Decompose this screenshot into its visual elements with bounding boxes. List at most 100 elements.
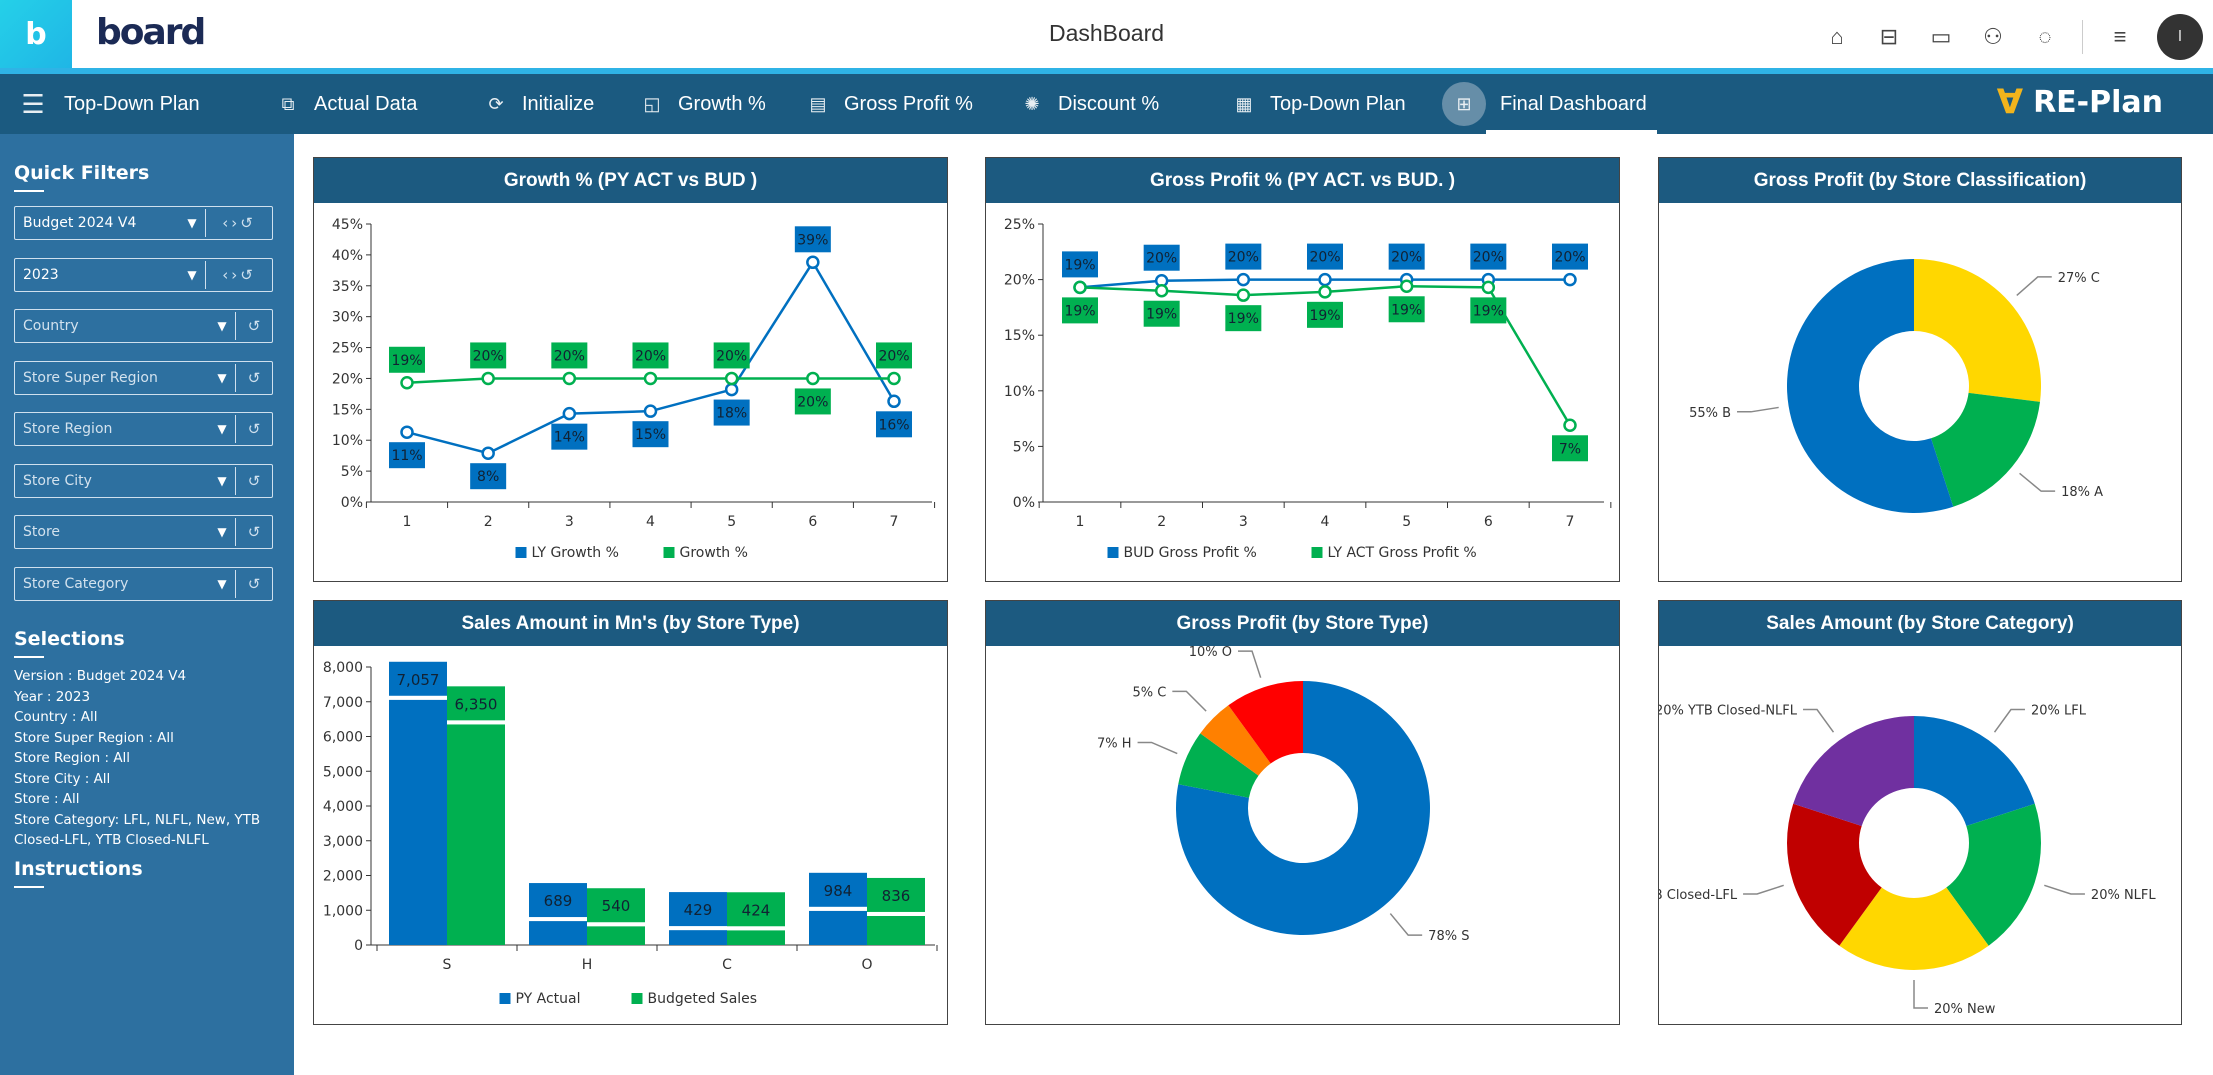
data-point[interactable]: [1236, 288, 1251, 302]
data-point[interactable]: [1154, 283, 1169, 298]
card-icon[interactable]: ▭: [1930, 24, 1952, 49]
nav-item-discount-[interactable]: ✺ Discount %: [1020, 74, 1159, 134]
bar[interactable]: [587, 926, 645, 945]
prev-next-reset-icons[interactable]: ‹›↺: [222, 265, 256, 284]
people-icon[interactable]: ⚇: [1983, 24, 2003, 49]
bar[interactable]: [389, 699, 447, 945]
legend-label[interactable]: BUD Gross Profit %: [1124, 545, 1257, 561]
filter-budget-2024-v4[interactable]: Budget 2024 V4 ▼ ‹›↺: [14, 206, 273, 240]
dropdown-caret-icon[interactable]: ▼: [187, 267, 197, 282]
reset-icon[interactable]: ↺: [247, 420, 261, 438]
home-icon[interactable]: ⌂: [1830, 24, 1844, 49]
filter-2023[interactable]: 2023 ▼ ‹›↺: [14, 257, 273, 292]
reset-icon[interactable]: ↺: [247, 523, 261, 541]
bar[interactable]: [809, 910, 867, 945]
data-point[interactable]: [1481, 280, 1496, 295]
instructions-title[interactable]: Instructions: [14, 858, 143, 888]
dropdown-caret-icon[interactable]: ▼: [187, 216, 197, 230]
pie-slice[interactable]: [1178, 733, 1259, 798]
data-label-box: [1225, 243, 1262, 270]
pie-slice[interactable]: [1787, 803, 1882, 946]
legend-label[interactable]: PY Actual: [516, 991, 581, 1007]
reset-icon[interactable]: ↺: [247, 368, 261, 387]
data-point[interactable]: [562, 406, 577, 421]
legend-label[interactable]: Budgeted Sales: [648, 991, 758, 1007]
nav-item-growth-[interactable]: ◱ Growth %: [640, 74, 765, 134]
board-app-icon[interactable]: b: [0, 0, 72, 68]
dropdown-caret-icon[interactable]: ▼: [217, 525, 227, 539]
dropdown-caret-icon[interactable]: ▼: [217, 473, 227, 488]
nav-item-top-down-plan[interactable]: ☰ Top-Down Plan: [16, 74, 199, 134]
data-point[interactable]: [1073, 280, 1087, 295]
selection-item: Store Region : All: [14, 750, 131, 766]
chat-icon[interactable]: ◌: [2038, 24, 2052, 49]
dropdown-caret-icon[interactable]: ▼: [217, 370, 227, 385]
data-point[interactable]: [887, 371, 901, 386]
hierarchy-icon[interactable]: ⊟: [1879, 24, 1899, 49]
pie-slice[interactable]: [1930, 392, 2040, 507]
legend-label[interactable]: Growth %: [680, 545, 748, 561]
data-point[interactable]: [481, 371, 495, 386]
pie-slice[interactable]: [1946, 803, 2041, 946]
bar[interactable]: [867, 915, 925, 945]
bar[interactable]: [727, 930, 785, 945]
data-point[interactable]: [887, 394, 901, 409]
data-point[interactable]: [724, 371, 739, 386]
filter-store-region[interactable]: Store Region ▼ ↺: [14, 412, 273, 446]
filter-store-city[interactable]: Store City ▼ ↺: [14, 463, 273, 498]
filter-store-category[interactable]: Store Category ▼ ↺: [14, 566, 273, 601]
filter-store[interactable]: Store ▼ ↺: [14, 515, 273, 549]
reset-icon[interactable]: ↺: [247, 317, 261, 335]
data-point[interactable]: [481, 446, 495, 460]
pie-slice[interactable]: [1200, 705, 1271, 776]
avatar[interactable]: I: [2157, 14, 2203, 60]
chart-category: 20% LFL 20% NLFL 20% New YTB Closed-LFL 20% …: [1659, 704, 2156, 1017]
reset-icon[interactable]: ↺: [247, 471, 261, 490]
legend-label[interactable]: LY ACT Gross Profit %: [1328, 545, 1477, 561]
y-tick-label: 10%: [332, 433, 363, 449]
pie-slice[interactable]: [1228, 681, 1303, 764]
data-point[interactable]: [1318, 285, 1332, 299]
y-tick-label: 25%: [1004, 217, 1035, 233]
data-point[interactable]: [1563, 418, 1577, 433]
data-point[interactable]: [806, 371, 820, 386]
bar[interactable]: [529, 921, 587, 945]
dropdown-caret-icon[interactable]: ▼: [217, 576, 227, 591]
pie-slice[interactable]: [1793, 716, 1914, 827]
data-point[interactable]: [1399, 279, 1414, 294]
pie-slice[interactable]: [1914, 259, 2041, 402]
bar[interactable]: [669, 930, 727, 945]
data-point[interactable]: [724, 382, 739, 397]
y-tick-label: 2,000: [323, 869, 363, 885]
reset-icon[interactable]: ↺: [247, 574, 261, 593]
data-label-box: [529, 883, 587, 918]
menu-icon[interactable]: ≡: [2113, 24, 2127, 49]
legend-label[interactable]: LY Growth %: [532, 545, 619, 561]
nav-item-actual-data[interactable]: ⧉ Actual Data: [276, 74, 418, 134]
data-point[interactable]: [1563, 272, 1577, 287]
prev-next-reset-icons[interactable]: ‹›↺: [222, 214, 256, 232]
dropdown-caret-icon[interactable]: ▼: [217, 422, 227, 436]
nav-item-final-dashboard[interactable]: ⊞ Final Dashboard: [1442, 74, 1657, 134]
pie-slice[interactable]: [1176, 681, 1430, 936]
pie-slice[interactable]: [1787, 259, 1954, 513]
data-point[interactable]: [1318, 272, 1332, 287]
pie-slice[interactable]: [1914, 716, 2035, 827]
chart-panel-sales: Sales Amount in Mn's (by Store Type) 0 1,0…: [313, 600, 948, 1025]
nav-item-gross-profit-[interactable]: ▤ Gross Profit %: [806, 74, 972, 134]
pie-slice[interactable]: [1839, 887, 1989, 970]
data-point[interactable]: [400, 376, 414, 390]
data-point[interactable]: [806, 255, 820, 270]
data-point[interactable]: [400, 425, 414, 439]
data-point[interactable]: [562, 371, 577, 386]
dropdown-caret-icon[interactable]: ▼: [217, 319, 227, 333]
data-point[interactable]: [1236, 272, 1251, 287]
filter-store-super-region[interactable]: Store Super Region ▼ ↺: [14, 360, 273, 395]
nav-item-initialize[interactable]: ⟳ Initialize: [484, 74, 594, 134]
data-point[interactable]: [643, 371, 658, 386]
nav-item-top-down-plan[interactable]: ▦ Top-Down Plan: [1232, 74, 1405, 134]
y-tick-label: 30%: [332, 310, 363, 326]
filter-country[interactable]: Country ▼ ↺: [14, 309, 273, 343]
data-point[interactable]: [643, 404, 658, 418]
bar[interactable]: [447, 724, 505, 945]
